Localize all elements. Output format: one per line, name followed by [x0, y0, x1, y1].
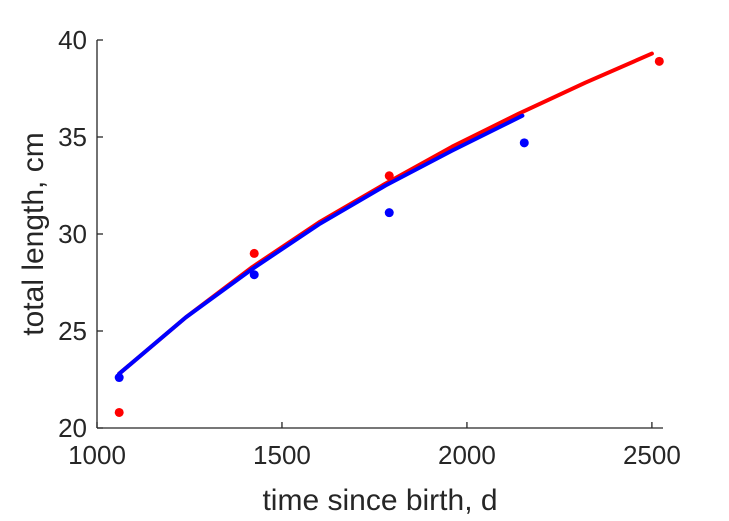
y-tick-label: 30 — [58, 219, 87, 249]
data-point-red — [114, 407, 124, 417]
x-tick-label: 2500 — [623, 440, 681, 470]
x-tick-label: 1500 — [253, 440, 311, 470]
data-point-blue — [249, 270, 259, 280]
x-tick-label: 1000 — [68, 440, 126, 470]
y-tick-label: 20 — [58, 413, 87, 443]
data-point-blue — [384, 208, 394, 218]
y-axis-ticks: 20 25 30 35 40 — [58, 25, 103, 443]
y-tick-label: 35 — [58, 122, 87, 152]
data-point-blue — [519, 138, 529, 148]
x-axis-label: time since birth, d — [262, 484, 497, 517]
x-tick-label: 2000 — [438, 440, 496, 470]
data-point-red — [384, 171, 394, 181]
y-axis-label: total length, cm — [17, 132, 50, 335]
data-point-blue — [114, 373, 124, 383]
y-tick-label: 25 — [58, 316, 87, 346]
fit-curve-blue — [117, 113, 525, 376]
data-point-red — [654, 56, 664, 66]
data-point-red — [249, 248, 259, 258]
y-tick-label: 40 — [58, 25, 87, 55]
plot-area — [114, 51, 664, 417]
x-axis-ticks: 1000 1500 2000 2500 — [68, 422, 681, 470]
